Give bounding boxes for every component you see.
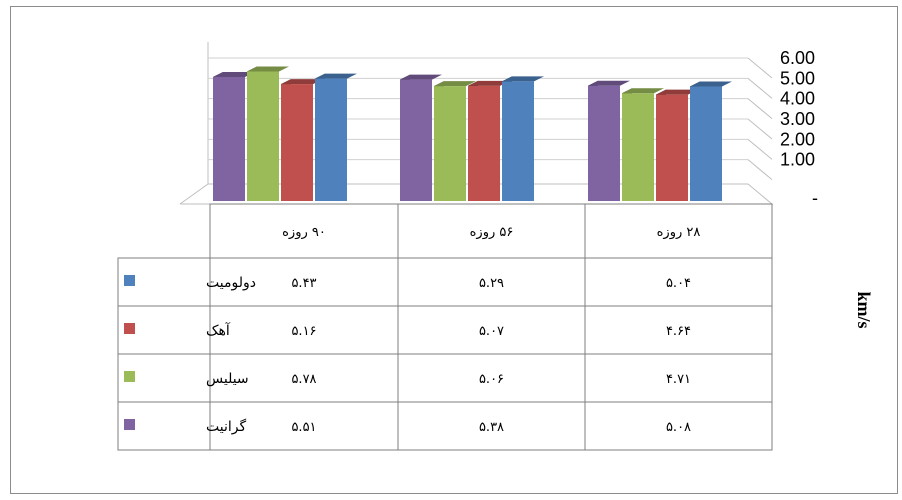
legend-entry: آهک [124, 322, 231, 339]
bar-top [400, 74, 442, 80]
bar [213, 71, 255, 201]
y-tick-label: - [812, 188, 818, 208]
y-tick-label: 1.00 [780, 150, 815, 170]
bar [656, 89, 698, 201]
bar-top [281, 79, 323, 85]
gridline-side [747, 77, 773, 99]
data-label: ۵.۳۸ [479, 420, 504, 435]
data-label: ۴.۷۱ [666, 372, 691, 387]
bar-top [434, 81, 476, 87]
y-axis-label: km/s [854, 291, 874, 328]
y-tick-label: 5.00 [780, 68, 815, 88]
legend-entry: دولومیت [124, 275, 256, 291]
y-tick-label: 2.00 [780, 129, 815, 149]
bar-front [502, 81, 534, 201]
gridline-side [747, 118, 773, 140]
bar-top [622, 88, 664, 94]
category-label: ۵۶ روزه [470, 225, 514, 240]
data-table: ۹۰ روزه ۵۶ روزه ۲۸ روزه دولومیت ۵.۴۳ ۵.۲۹ ۵.۰۴… [117, 203, 773, 451]
y-tick-label: 3.00 [780, 109, 815, 129]
bar [468, 80, 510, 201]
legend-label: سیلیس [206, 371, 249, 387]
legend-swatch [124, 371, 135, 382]
bar [434, 81, 476, 201]
legend-label: آهک [206, 322, 231, 339]
bar-top [315, 73, 357, 79]
bar-top [213, 71, 255, 77]
bar-top [690, 81, 732, 87]
bar-top [588, 80, 630, 86]
y-axis-ticks: 6.005.004.003.002.001.00 - [780, 48, 818, 208]
gridline-side [747, 98, 773, 120]
bar-top [468, 80, 510, 86]
legend-label: گرانیت [206, 418, 246, 435]
data-label: ۵.۰۴ [666, 276, 691, 291]
gridline-side [747, 57, 773, 79]
legend-swatch [124, 323, 135, 334]
bar-front [213, 76, 245, 201]
data-label: ۵.۴۳ [291, 276, 316, 291]
category-label: ۲۸ روزه [657, 225, 701, 240]
bar-top [502, 76, 544, 82]
y-tick-label: 4.00 [780, 89, 815, 109]
legend-label: دولومیت [206, 275, 256, 291]
data-label: ۵.۵۱ [291, 420, 316, 435]
bar-front [247, 71, 279, 202]
data-label: ۵.۲۹ [479, 276, 504, 291]
legend-swatch [124, 419, 135, 430]
bar [315, 73, 357, 201]
bar-top [247, 66, 289, 72]
bar-front [281, 84, 313, 201]
y-tick-label: 6.00 [780, 48, 815, 68]
bar-front [315, 78, 347, 201]
left-wall-edge [179, 42, 209, 205]
bar [622, 88, 664, 201]
bar-front [468, 85, 500, 201]
bars [213, 66, 732, 202]
category-label: ۹۰ روزه [282, 225, 326, 240]
bar [588, 80, 630, 201]
legend-entry: سیلیس [124, 371, 249, 387]
bar [690, 81, 732, 201]
bar-front [690, 86, 722, 201]
bar [502, 76, 544, 201]
gridline-side [747, 138, 773, 160]
legend-entry: گرانیت [124, 418, 246, 435]
chart-frame [10, 6, 898, 494]
data-label: ۴.۶۴ [666, 324, 691, 339]
legend-swatch [124, 275, 135, 286]
bar-front [434, 86, 466, 201]
data-label: ۵.۰۷ [479, 324, 504, 339]
gridline-side [747, 159, 773, 181]
data-label: ۵.۷۸ [291, 372, 316, 387]
bar-front [400, 79, 432, 201]
data-label: ۵.۰۸ [666, 420, 691, 435]
bar-top [656, 89, 698, 95]
bar-front [656, 94, 688, 201]
data-label: ۵.۱۶ [291, 324, 316, 339]
data-label: ۵.۰۶ [479, 372, 504, 387]
bar [247, 66, 289, 202]
bar [281, 79, 323, 201]
bar-front [622, 93, 654, 201]
bar-front [588, 85, 620, 201]
bar [400, 74, 442, 201]
